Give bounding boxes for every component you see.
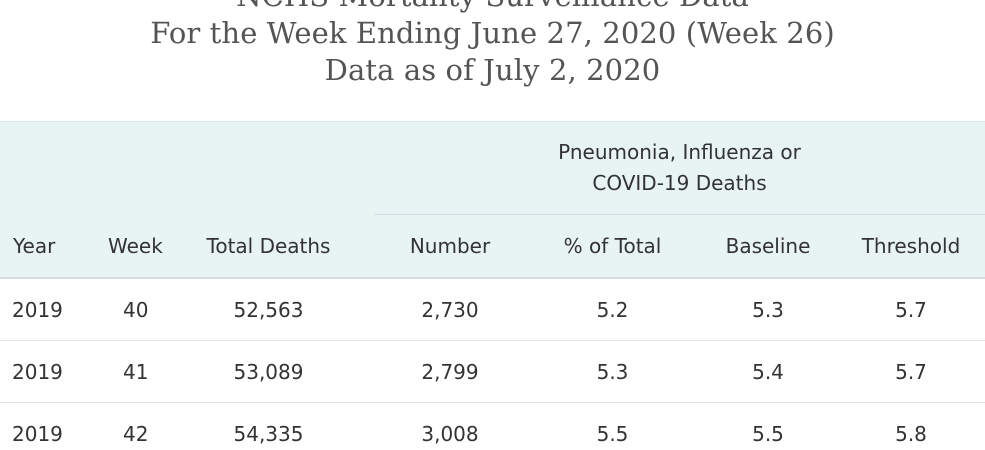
cell-threshold: 5.7	[837, 340, 985, 403]
group-header-spacer	[0, 121, 108, 215]
table-row: 2019 41 53,089 2,799 5.3 5.4 5.7	[0, 340, 985, 403]
cell-baseline: 5.3	[699, 278, 837, 341]
cell-number: 3,008	[374, 402, 526, 450]
cell-year: 2019	[0, 340, 108, 403]
cell-baseline: 5.4	[699, 340, 837, 403]
column-header-total-deaths[interactable]: Total Deaths	[163, 214, 374, 279]
column-header-baseline[interactable]: Baseline	[699, 214, 837, 279]
cell-percent-of-total: 5.5	[526, 402, 699, 450]
group-header-line1: Pneumonia, Influenza or	[558, 140, 801, 164]
group-header-spacer	[108, 121, 163, 215]
table-column-header-row: Year Week Total Deaths Number % of Total…	[0, 214, 985, 279]
cell-threshold: 5.8	[837, 402, 985, 450]
cell-total-deaths: 53,089	[163, 340, 374, 403]
column-header-week[interactable]: Week	[108, 214, 163, 279]
group-header-pneumonia-influenza-covid: Pneumonia, Influenza or COVID-19 Deaths	[374, 121, 985, 215]
cell-year: 2019	[0, 278, 108, 341]
title-line-report-name: NCHS Mortality Surveillance Data	[0, 0, 985, 14]
table-header: Pneumonia, Influenza or COVID-19 Deaths …	[0, 121, 985, 279]
cell-week: 42	[108, 402, 163, 450]
cell-year: 2019	[0, 402, 108, 450]
table-group-header-row: Pneumonia, Influenza or COVID-19 Deaths	[0, 121, 985, 215]
table-row: 2019 40 52,563 2,730 5.2 5.3 5.7	[0, 278, 985, 341]
cell-percent-of-total: 5.2	[526, 278, 699, 341]
page-title: NCHS Mortality Surveillance Data For the…	[0, 0, 985, 122]
cell-threshold: 5.7	[837, 278, 985, 341]
group-header-spacer	[163, 121, 374, 215]
cell-week: 40	[108, 278, 163, 341]
cell-week: 41	[108, 340, 163, 403]
title-line-data-as-of: Data as of July 2, 2020	[324, 53, 661, 87]
column-header-year[interactable]: Year	[0, 214, 108, 279]
cell-total-deaths: 54,335	[163, 402, 374, 450]
column-header-percent-of-total[interactable]: % of Total	[526, 214, 699, 279]
cell-number: 2,799	[374, 340, 526, 403]
table-body: 2019 40 52,563 2,730 5.2 5.3 5.7 2019 41…	[0, 278, 985, 450]
cell-baseline: 5.5	[699, 402, 837, 450]
group-header-line2: COVID-19 Deaths	[592, 171, 767, 195]
column-header-number[interactable]: Number	[374, 214, 526, 279]
cell-total-deaths: 52,563	[163, 278, 374, 341]
mortality-data-table: Pneumonia, Influenza or COVID-19 Deaths …	[0, 121, 985, 450]
column-header-threshold[interactable]: Threshold	[837, 214, 985, 279]
table-row: 2019 42 54,335 3,008 5.5 5.5 5.8	[0, 402, 985, 450]
cell-number: 2,730	[374, 278, 526, 341]
cell-percent-of-total: 5.3	[526, 340, 699, 403]
title-line-week-ending: For the Week Ending June 27, 2020 (Week …	[150, 16, 835, 50]
